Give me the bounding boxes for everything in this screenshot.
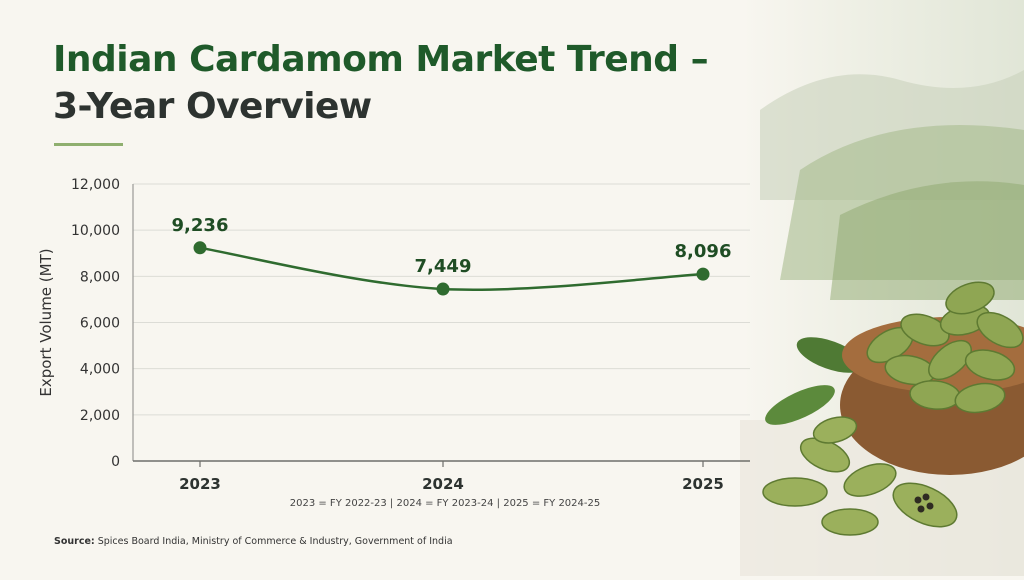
y-tick-label: 8,000: [80, 269, 120, 285]
data-label: 7,449: [415, 256, 472, 277]
y-axis-label: Export Volume (MT): [37, 248, 55, 396]
source-text: Spices Board India, Ministry of Commerce…: [97, 536, 453, 547]
x-tick-label: 2023: [179, 475, 221, 493]
source-label: Source:: [54, 536, 95, 547]
data-label: 8,096: [675, 241, 732, 262]
title-line-2: 3-Year Overview: [53, 86, 372, 127]
title-underline: [54, 143, 123, 146]
fiscal-year-footnote: 2023 = FY 2022-23 | 2024 = FY 2023-24 | …: [289, 498, 601, 509]
cardamom-illustration: [740, 70, 1024, 576]
data-point: [193, 241, 207, 255]
data-point: [436, 282, 450, 296]
y-tick-label: 4,000: [80, 362, 120, 378]
y-tick-label: 0: [111, 454, 120, 470]
data-point: [696, 267, 710, 281]
source-note: Source: Spices Board India, Ministry of …: [54, 536, 453, 547]
page-title: Indian Cardamom Market Trend – 3-Year Ov…: [53, 36, 753, 130]
cardamom-background-image: [740, 0, 1024, 576]
y-tick-label: 2,000: [80, 408, 120, 424]
y-tick-label: 6,000: [80, 316, 120, 332]
x-tick-label: 2024: [422, 475, 464, 493]
x-tick-label: 2025: [682, 475, 724, 493]
data-label: 9,236: [172, 215, 229, 236]
y-tick-label: 10,000: [71, 223, 120, 239]
y-tick-label: 12,000: [71, 177, 120, 193]
title-line-1: Indian Cardamom Market Trend –: [53, 39, 709, 80]
